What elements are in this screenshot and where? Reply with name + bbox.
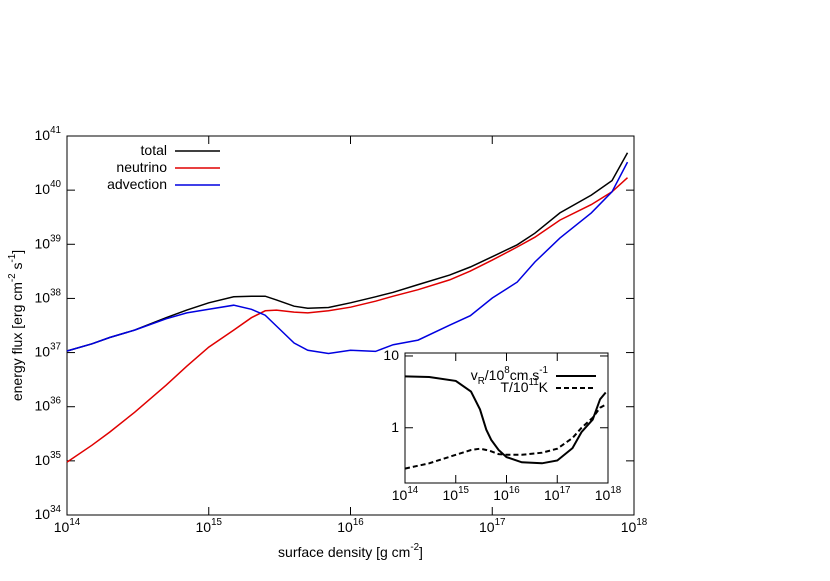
x-tick-label: 1017 (544, 485, 570, 503)
y-tick-label: 1039 (35, 233, 61, 251)
series-line (404, 375, 607, 465)
y-tick-label: 1035 (35, 450, 62, 468)
x-tick-label: 1016 (493, 485, 520, 503)
y-tick-label: 1 (391, 418, 399, 434)
legend-label: vR/108cm s-1 (471, 365, 548, 387)
x-tick-label: 1014 (392, 485, 419, 503)
x-tick-label: 1016 (337, 517, 364, 535)
y-tick-label: 10 (383, 347, 399, 363)
x-tick-label: 1018 (621, 517, 648, 535)
series-line (66, 177, 629, 463)
legend-label: advection (107, 176, 167, 192)
y-tick-label: 1037 (35, 342, 61, 360)
y-tick-label: 1038 (35, 288, 62, 306)
y-tick-label: 1041 (35, 125, 61, 143)
x-tick-label: 1015 (196, 517, 223, 535)
x-tick-label: 1014 (54, 517, 81, 535)
series-line (66, 152, 629, 352)
x-tick-label: 1015 (443, 485, 470, 503)
y-tick-label: 1034 (35, 504, 62, 522)
y-tick-label: 1036 (35, 396, 62, 414)
plot-frame (404, 352, 609, 484)
x-tick-label: 1018 (595, 485, 622, 503)
legend-label: neutrino (116, 159, 167, 175)
y-tick-label: 1040 (35, 179, 62, 197)
series-line (404, 403, 607, 470)
legend-label: total (141, 142, 167, 158)
y-axis-label: energy flux [erg cm-2 s-1] (7, 250, 25, 401)
x-axis-label: surface density [g cm-2] (278, 542, 423, 560)
legend-label: T/1011K (500, 377, 548, 395)
x-tick-label: 1017 (479, 517, 505, 535)
series-line (66, 161, 629, 355)
